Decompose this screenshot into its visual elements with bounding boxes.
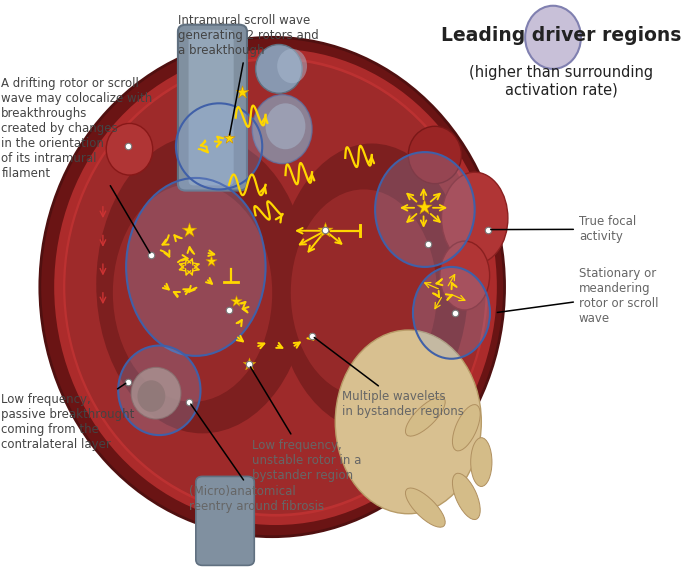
Point [449, 308, 461, 317]
Ellipse shape [470, 437, 492, 487]
Text: Multiple wavelets
in bystander regions: Multiple wavelets in bystander regions [314, 338, 464, 418]
Point [206, 257, 217, 266]
Point [122, 142, 134, 151]
Text: (higher than surrounding
activation rate): (higher than surrounding activation rate… [469, 65, 653, 97]
Ellipse shape [276, 144, 468, 430]
Ellipse shape [113, 184, 272, 402]
Text: Intramural scroll wave
generating 2 rotors and
a breakthough: Intramural scroll wave generating 2 roto… [178, 14, 318, 135]
Ellipse shape [413, 267, 490, 359]
Ellipse shape [452, 405, 480, 451]
Point [146, 251, 157, 260]
Ellipse shape [442, 172, 508, 264]
Point [320, 225, 331, 234]
Point [423, 239, 434, 249]
Ellipse shape [335, 330, 482, 514]
Ellipse shape [137, 381, 165, 412]
Point [482, 225, 493, 234]
Ellipse shape [256, 45, 302, 93]
Point [183, 225, 195, 234]
Point [320, 225, 331, 234]
Point [183, 397, 195, 406]
Ellipse shape [40, 37, 505, 537]
Ellipse shape [525, 6, 581, 69]
Text: Leading driver regions: Leading driver regions [441, 26, 681, 45]
Point [244, 360, 255, 369]
Ellipse shape [405, 397, 445, 436]
Text: Stationary or
meandering
rotor or scroll
wave: Stationary or meandering rotor or scroll… [498, 267, 659, 325]
Ellipse shape [252, 95, 312, 164]
Ellipse shape [265, 103, 305, 149]
Point [307, 331, 318, 340]
Ellipse shape [106, 123, 153, 175]
Point [244, 360, 255, 369]
FancyBboxPatch shape [178, 25, 247, 191]
Point [122, 377, 134, 386]
Text: A drifting rotor or scroll
wave may colocalize with
breakthroughs
created by cha: A drifting rotor or scroll wave may colo… [1, 77, 153, 253]
FancyBboxPatch shape [188, 30, 234, 185]
Point [230, 297, 241, 306]
Ellipse shape [63, 57, 488, 517]
Ellipse shape [126, 178, 265, 356]
Ellipse shape [405, 488, 445, 527]
Ellipse shape [290, 189, 437, 396]
Ellipse shape [408, 126, 461, 184]
Ellipse shape [97, 135, 309, 433]
Ellipse shape [375, 152, 475, 267]
Ellipse shape [118, 346, 200, 435]
Ellipse shape [452, 474, 480, 519]
Ellipse shape [131, 367, 181, 419]
Point [418, 202, 429, 211]
Ellipse shape [440, 241, 489, 310]
Text: Low frequency,
unstable rotor in a
bystander region: Low frequency, unstable rotor in a bysta… [251, 367, 362, 482]
FancyBboxPatch shape [196, 476, 254, 565]
Ellipse shape [176, 103, 262, 189]
Point [237, 87, 248, 96]
Ellipse shape [277, 49, 307, 83]
Text: (Micro)anatomical
reentry around fibrosis: (Micro)anatomical reentry around fibrosi… [189, 404, 324, 513]
Point [223, 133, 235, 142]
Text: True focal
activity: True focal activity [491, 215, 636, 243]
Point [223, 305, 235, 315]
Text: Low frequency,
passive breakthrought
coming from the
contralateral layer: Low frequency, passive breakthrought com… [1, 383, 134, 451]
